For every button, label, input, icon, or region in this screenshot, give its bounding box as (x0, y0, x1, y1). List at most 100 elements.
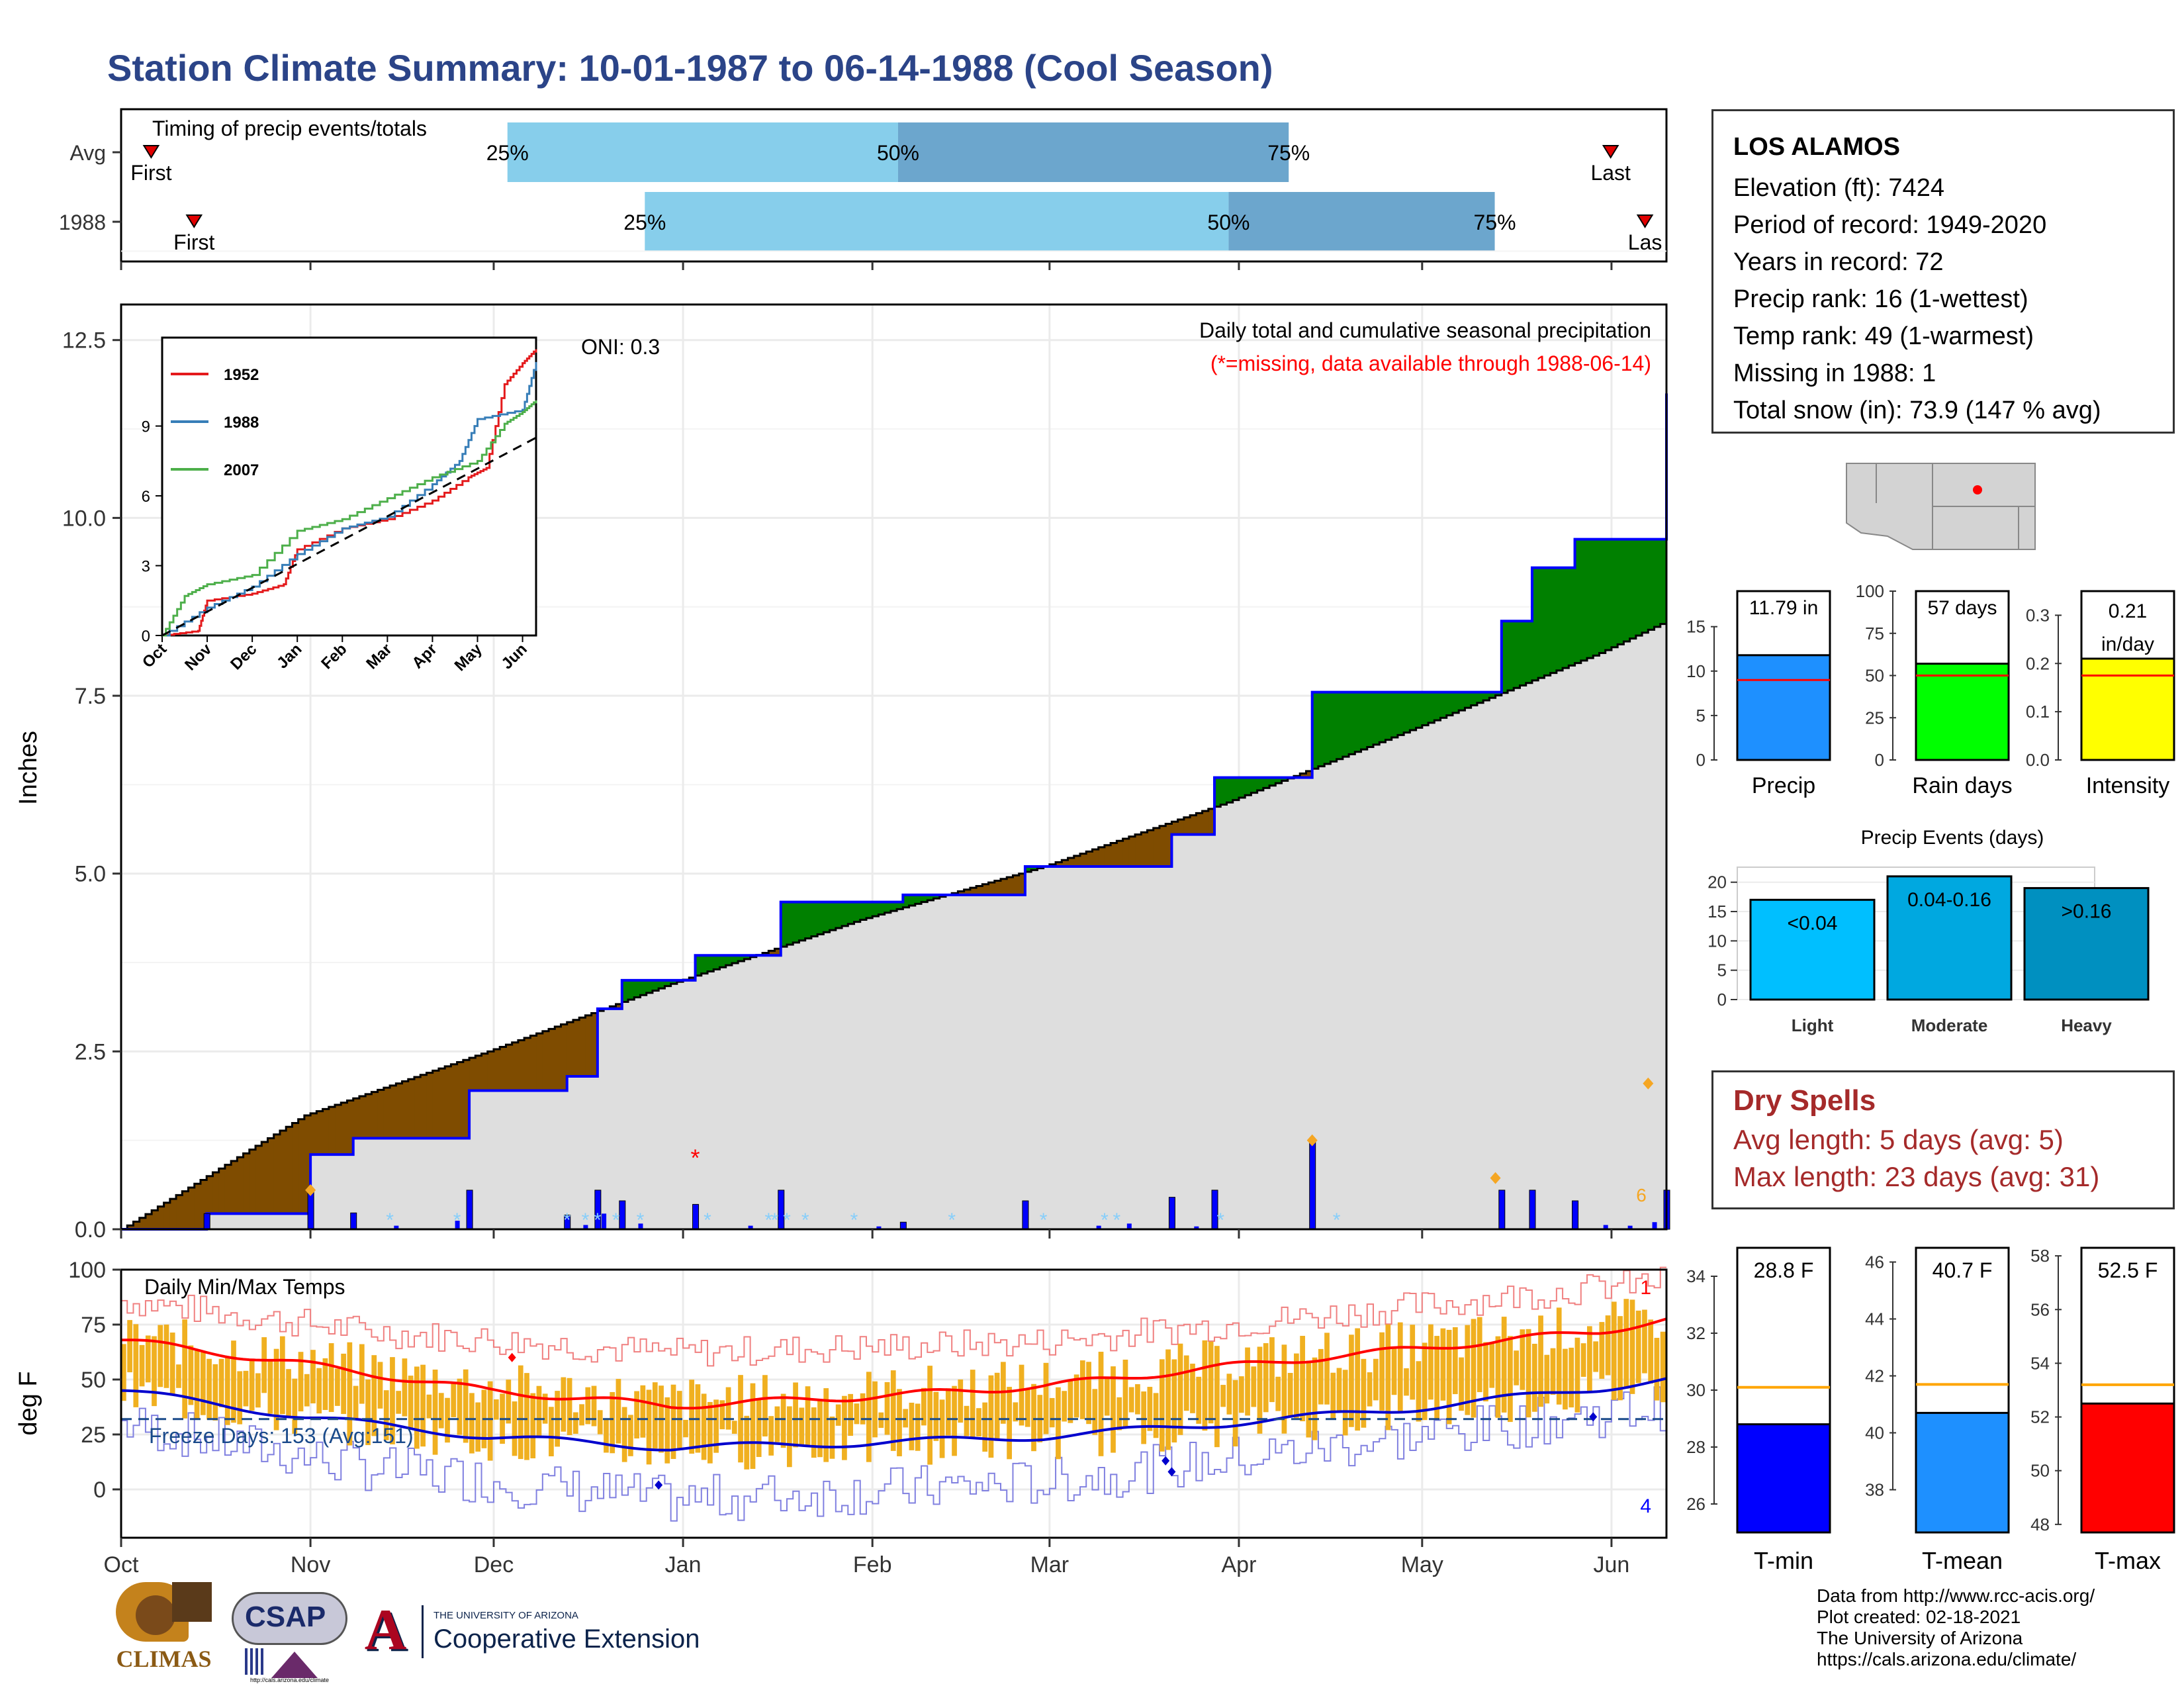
daily-temp-bar (1068, 1380, 1073, 1423)
daily-temp-bar (432, 1369, 438, 1455)
station-name: LOS ALAMOS (1733, 133, 1900, 161)
daily-temp-bar (530, 1393, 536, 1459)
month-x-tick-label: Apr (1221, 1552, 1256, 1577)
below-normal-fill (970, 888, 977, 895)
daily-temp-bar (1349, 1335, 1354, 1427)
daily-temp-bar (964, 1405, 970, 1436)
inset-frame (161, 336, 537, 637)
missing-caption: (*=missing, data available through 1988-… (1210, 352, 1651, 375)
above-normal-fill (805, 902, 812, 939)
above-normal-fill (1220, 777, 1228, 805)
university-of-arizona-logo[interactable]: A THE UNIVERSITY OF ARIZONA Cooperative … (361, 1601, 745, 1668)
inset-legend-label: 2007 (224, 461, 259, 479)
snow-day-marker: * (764, 1209, 772, 1231)
daily-temp-bar (909, 1403, 915, 1450)
month-x-tick-label: Jun (1594, 1552, 1630, 1577)
above-normal-fill (1226, 777, 1234, 803)
last-event-label: Last (1590, 161, 1631, 185)
below-normal-fill (426, 1072, 433, 1139)
timing-q75-label: 75% (1474, 211, 1516, 234)
climas-logo[interactable]: CLIMAS (109, 1582, 218, 1681)
daily-temp-bar (1062, 1391, 1068, 1422)
daily-temp-bar (860, 1393, 866, 1425)
events-category-label: Light (1792, 1015, 1834, 1035)
below-normal-fill (555, 1026, 562, 1091)
timing-q50-label: 50% (877, 141, 919, 165)
total-y-tick-label: 100 (1856, 581, 1884, 601)
daily-temp-bar (1245, 1347, 1250, 1416)
below-normal-fill (1177, 820, 1185, 835)
daily-temp-bar (689, 1380, 695, 1454)
below-normal-fill (1208, 808, 1215, 835)
below-normal-fill (414, 1077, 421, 1139)
daily-temp-bar (383, 1390, 389, 1440)
daily-temp-bar (1079, 1360, 1085, 1419)
daily-temp-bar (286, 1369, 291, 1417)
temp-panel-frame (120, 1268, 1668, 1539)
daily-temp-bar (377, 1362, 383, 1409)
above-normal-fill (835, 902, 842, 929)
daily-temp-bar (890, 1370, 896, 1451)
total-category-label: Intensity (2086, 773, 2170, 798)
below-normal-fill (1128, 836, 1136, 867)
daily-temp-bar (1397, 1322, 1403, 1414)
daily-temp-bar (1043, 1362, 1049, 1434)
snow-day-marker: * (594, 1209, 602, 1231)
csap-logo[interactable]: CSAP http://cals.arizona.edu/climate (232, 1579, 347, 1685)
daily-temp-bar (158, 1325, 163, 1387)
above-normal-fill (1245, 777, 1252, 796)
below-normal-fill (420, 1074, 428, 1139)
daily-temp-bar (1440, 1328, 1446, 1401)
below-normal-fill (1183, 817, 1191, 835)
daily-temp-bar (610, 1391, 615, 1454)
above-normal-fill (1471, 692, 1478, 706)
below-normal-fill (561, 1024, 568, 1091)
above-normal-fill (1422, 692, 1429, 726)
daily-temp-bar (897, 1389, 902, 1456)
temp-y-tick-label: 100 (68, 1258, 106, 1283)
above-normal-fill (1281, 777, 1289, 781)
above-normal-fill (1623, 539, 1631, 641)
daily-temp-bar (1208, 1341, 1214, 1424)
daily-precip-bar (455, 1221, 460, 1229)
above-normal-fill (1525, 621, 1533, 683)
above-normal-fill (866, 902, 873, 918)
daily-temp-bar (1654, 1338, 1660, 1401)
temp-bar-y-tick-label: 46 (1865, 1252, 1884, 1272)
temp-bar-y-tick-label: 28 (1686, 1437, 1706, 1457)
daily-temp-bar (854, 1403, 860, 1425)
above-normal-fill (829, 902, 837, 931)
daily-precip-bar (466, 1190, 473, 1230)
event-count-label: 6 (1636, 1185, 1647, 1205)
daily-temp-bar (958, 1379, 964, 1423)
daily-temp-bar (1263, 1343, 1269, 1413)
daily-temp-bar (670, 1384, 676, 1460)
snow-day-marker: * (1113, 1209, 1121, 1231)
daily-temp-bar (316, 1368, 322, 1414)
below-normal-fill (982, 884, 989, 895)
above-normal-fill (1495, 692, 1502, 696)
daily-precip-bar (692, 1203, 700, 1230)
missing-data-marker: * (691, 1145, 700, 1172)
timing-bar-q25-q50 (645, 192, 1229, 252)
daily-temp-bar (408, 1376, 414, 1429)
daily-precip-bar (876, 1226, 882, 1229)
daily-temp-bar (811, 1407, 817, 1458)
below-normal-fill (335, 1104, 341, 1155)
daily-temp-bar (1183, 1355, 1189, 1411)
first-event-marker (142, 145, 160, 159)
inset-series-2007 (162, 400, 537, 637)
daily-temp-bar (1605, 1315, 1611, 1376)
below-normal-fill (1190, 815, 1197, 835)
below-normal-fill (768, 951, 776, 956)
above-normal-fill (897, 902, 903, 910)
daily-temp-bar (426, 1394, 432, 1419)
daily-temp-bar (163, 1324, 169, 1388)
above-normal-fill (719, 955, 727, 968)
daily-temp-bar (1177, 1343, 1183, 1435)
daily-temp-bar (1465, 1325, 1471, 1415)
daily-temp-bar (1623, 1299, 1629, 1389)
daily-temp-bar (249, 1360, 255, 1411)
daily-temp-bar (762, 1375, 768, 1436)
above-normal-fill (1611, 539, 1618, 647)
